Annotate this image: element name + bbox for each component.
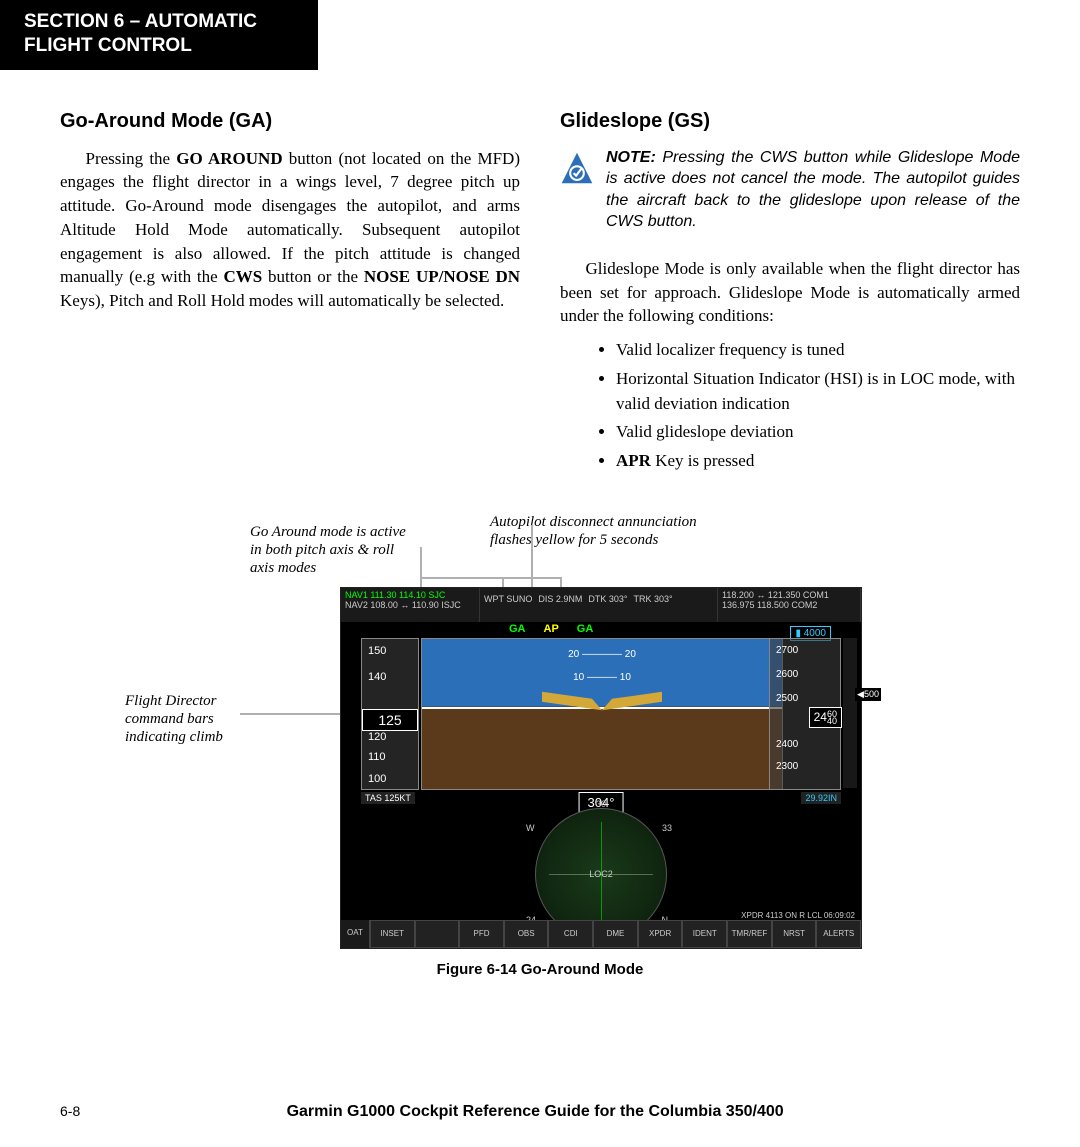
list-item: APR Key is pressed bbox=[616, 449, 1020, 474]
mode-ap: AP bbox=[536, 622, 567, 638]
airspeed-tape: 150 140 120 110 100 125 bbox=[361, 638, 419, 790]
gs-paragraph: Glideslope Mode is only available when t… bbox=[560, 257, 1020, 328]
vs-bug: ◀500 bbox=[855, 688, 881, 701]
softkey[interactable]: INSET bbox=[370, 920, 415, 948]
oat-label: OAT bbox=[341, 920, 370, 948]
banner-line2: FLIGHT CONTROL bbox=[24, 35, 192, 56]
callout-fd-bars: Flight Director command bars indicating … bbox=[125, 692, 245, 746]
softkey[interactable]: DME bbox=[593, 920, 638, 948]
tas-readout: TAS 125KT bbox=[361, 792, 415, 804]
flight-director-bars bbox=[542, 696, 662, 716]
figure-caption: Figure 6-14 Go-Around Mode bbox=[60, 961, 1020, 978]
softkey[interactable]: ALERTS bbox=[816, 920, 861, 948]
left-column: Go-Around Mode (GA) Pressing the GO AROU… bbox=[60, 110, 520, 478]
ga-heading: Go-Around Mode (GA) bbox=[60, 110, 520, 133]
callout-ap-disconnect: Autopilot disconnect annunciation flashe… bbox=[490, 513, 740, 549]
altitude-readout: 246040 bbox=[809, 707, 842, 728]
attitude-indicator: 20 ———— 20 10 ——— 10 bbox=[421, 638, 783, 790]
softkey[interactable]: XPDR bbox=[638, 920, 683, 948]
softkey[interactable]: PFD bbox=[459, 920, 504, 948]
pfd-display: NAV1 111.30 114.10 SJC NAV2 108.00 ↔ 110… bbox=[340, 587, 862, 949]
callout-line bbox=[504, 577, 562, 579]
softkey[interactable]: CDI bbox=[548, 920, 593, 948]
pfd-topbar: NAV1 111.30 114.10 SJC NAV2 108.00 ↔ 110… bbox=[341, 588, 861, 622]
figure-area: Go Around mode is active in both pitch a… bbox=[60, 517, 1020, 997]
softkey[interactable]: NRST bbox=[772, 920, 817, 948]
note-text: NOTE: Pressing the CWS button while Glid… bbox=[606, 147, 1020, 233]
callout-ga-modes: Go Around mode is active in both pitch a… bbox=[250, 523, 420, 577]
page-footer: 6-8 Garmin G1000 Cockpit Reference Guide… bbox=[60, 1103, 1020, 1121]
baro-readout: 29.92IN bbox=[801, 792, 841, 804]
banner-line1: SECTION 6 – AUTOMATIC bbox=[24, 11, 257, 32]
vsi-tape: ◀500 bbox=[843, 638, 857, 788]
list-item: Valid localizer frequency is tuned bbox=[616, 338, 1020, 363]
mode-bar: GA AP GA bbox=[501, 622, 601, 638]
mode-ga-roll: GA bbox=[569, 622, 602, 638]
softkey[interactable]: OBS bbox=[504, 920, 549, 948]
footer-title: Garmin G1000 Cockpit Reference Guide for… bbox=[287, 1103, 784, 1121]
airspeed-readout: 125 bbox=[362, 709, 418, 731]
list-item: Valid glideslope deviation bbox=[616, 420, 1020, 445]
altitude-tape: 2700 2600 2500 2400 2300 246040 bbox=[769, 638, 841, 790]
xpdr-info: XPDR 4113 ON R LCL 06:09:02 bbox=[741, 911, 855, 920]
right-column: Glideslope (GS) NOTE: Pressing the CWS b… bbox=[560, 110, 1020, 478]
list-item: Horizontal Situation Indicator (HSI) is … bbox=[616, 367, 1020, 416]
section-banner: SECTION 6 – AUTOMATIC FLIGHT CONTROL bbox=[0, 0, 318, 70]
softkey-bar: OAT INSET PFD OBS CDI DME XPDR IDENT TMR… bbox=[341, 920, 861, 948]
page-number: 6-8 bbox=[60, 1103, 80, 1119]
softkey[interactable]: IDENT bbox=[682, 920, 727, 948]
pitch-ladder: 20 ———— 20 10 ——— 10 bbox=[568, 649, 636, 683]
mode-ga-pitch: GA bbox=[501, 622, 534, 638]
gs-heading: Glideslope (GS) bbox=[560, 110, 1020, 133]
conditions-list: Valid localizer frequency is tuned Horiz… bbox=[560, 338, 1020, 473]
note-box: NOTE: Pressing the CWS button while Glid… bbox=[560, 147, 1020, 233]
softkey[interactable]: TMR/REF bbox=[727, 920, 772, 948]
softkey[interactable] bbox=[415, 920, 460, 948]
callout-line bbox=[420, 577, 504, 579]
note-icon bbox=[560, 151, 594, 185]
ga-paragraph: Pressing the GO AROUND button (not locat… bbox=[60, 147, 520, 314]
